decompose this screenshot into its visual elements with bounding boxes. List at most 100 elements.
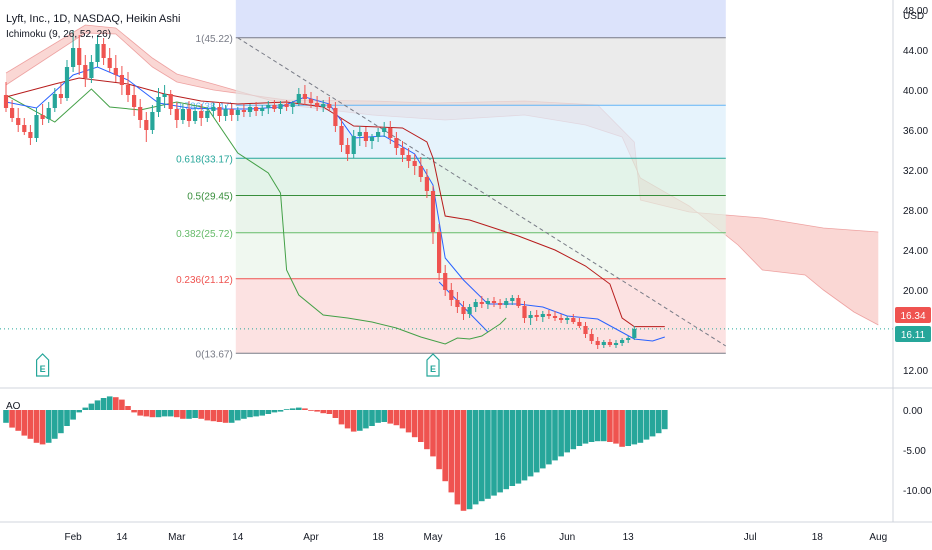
candle-body	[595, 341, 600, 345]
ao-bar	[100, 398, 107, 410]
ao-bar	[418, 410, 424, 442]
ao-bar	[411, 410, 418, 438]
ao-bar	[546, 410, 552, 465]
indicator-legend[interactable]: Ichimoku (9, 26, 52, 26)	[6, 29, 112, 40]
candle-body	[430, 191, 436, 232]
candle-body	[394, 138, 399, 148]
candle-body	[95, 44, 100, 62]
time-tick-label: Mar	[168, 532, 186, 543]
candle-body	[327, 104, 332, 108]
candle-body	[632, 328, 637, 338]
ao-bar	[302, 408, 308, 410]
price-tick-label: 24.00	[903, 246, 928, 257]
fib-band	[235, 195, 726, 233]
candle-body	[552, 316, 558, 318]
ao-tick-label: -10.00	[903, 486, 932, 497]
candle-body	[107, 58, 112, 68]
ao-bar	[314, 410, 320, 412]
ao-bar	[186, 410, 192, 419]
ao-bar	[271, 410, 278, 413]
ao-bar	[338, 410, 345, 425]
fib-level-label: 0.5(29.45)	[187, 192, 233, 203]
candle-body	[235, 110, 240, 115]
candle-body	[241, 110, 246, 112]
ao-bar	[155, 410, 162, 418]
candle-body	[333, 108, 338, 126]
time-tick-label: 16	[495, 532, 507, 543]
candle-body	[607, 342, 612, 345]
candle-body	[144, 120, 149, 130]
candle-body	[217, 107, 222, 116]
ao-bar	[259, 410, 265, 416]
ao-bar	[601, 410, 607, 442]
candle-body	[461, 307, 466, 314]
main-pane: 1(45.22) 0.786(38.47) 0.618(33.17) 0.5(29.4…	[0, 0, 893, 377]
candle-body	[58, 94, 63, 98]
candle-body	[71, 48, 76, 67]
ao-bar	[131, 410, 137, 413]
fib-level-label: 0.618(33.17)	[176, 154, 233, 165]
price-tick-label: 40.00	[903, 86, 928, 97]
ao-bar	[45, 410, 52, 443]
ao-bar	[119, 399, 125, 410]
candle-body	[546, 314, 551, 316]
ao-bar	[472, 410, 479, 505]
candle-body	[272, 105, 277, 109]
ao-bar	[369, 410, 375, 426]
candle-body	[565, 318, 570, 320]
ao-bar	[289, 408, 296, 410]
candle-body	[455, 300, 460, 307]
time-tick-label: May	[424, 532, 443, 543]
candle-body	[150, 112, 155, 130]
candle-body	[205, 111, 210, 118]
candle-body	[83, 65, 88, 78]
ao-bar	[210, 410, 217, 422]
ao-bar	[607, 410, 613, 442]
price-tick-label: 36.00	[903, 126, 928, 137]
ao-bar	[540, 410, 546, 469]
ao-tick-label: 0.00	[903, 406, 923, 417]
ao-bar	[460, 410, 467, 511]
candle-body	[345, 145, 350, 154]
candle-body	[193, 111, 198, 121]
price-tick-label: 20.00	[903, 286, 928, 297]
candle-body	[412, 161, 417, 166]
candle-body	[473, 302, 478, 307]
ao-bar	[52, 410, 58, 439]
ao-bar	[161, 410, 168, 417]
candle-body	[540, 314, 545, 317]
ao-bar	[424, 410, 430, 450]
candle-body	[510, 298, 515, 301]
candle-body	[132, 95, 137, 107]
candle-body	[589, 334, 594, 341]
candle-body	[46, 108, 51, 119]
ao-bar	[625, 410, 631, 446]
candle-body	[382, 128, 387, 132]
candle-body	[290, 103, 295, 107]
ao-bar	[253, 410, 259, 417]
ao-bar	[39, 410, 46, 445]
candle-body	[583, 326, 588, 334]
ao-bar	[350, 410, 357, 432]
candle-body	[443, 273, 448, 290]
ao-bar	[113, 397, 119, 410]
ao-bar	[643, 410, 650, 440]
ao-legend[interactable]: AO	[6, 401, 21, 412]
candle-body	[400, 148, 405, 155]
candle-body	[424, 177, 429, 191]
time-tick-label: 18	[373, 532, 385, 543]
price-badge	[895, 326, 931, 342]
ao-bar	[588, 410, 595, 442]
ao-bar	[637, 410, 644, 443]
earnings-label: E	[430, 364, 436, 374]
ao-bar	[64, 410, 70, 426]
candle-body	[522, 306, 527, 318]
candle-body	[577, 322, 582, 326]
ao-bar	[149, 410, 156, 418]
ao-bar	[479, 410, 485, 502]
ao-bar	[466, 410, 473, 510]
price-badge-label: 16.11	[901, 330, 926, 341]
earnings-icon	[426, 353, 440, 377]
price-badge-label: 16.34	[900, 311, 925, 322]
candle-body	[534, 315, 539, 317]
